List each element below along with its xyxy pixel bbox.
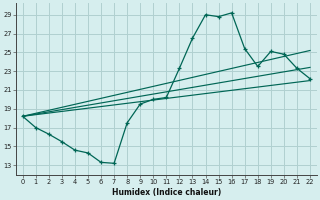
X-axis label: Humidex (Indice chaleur): Humidex (Indice chaleur) (112, 188, 221, 197)
